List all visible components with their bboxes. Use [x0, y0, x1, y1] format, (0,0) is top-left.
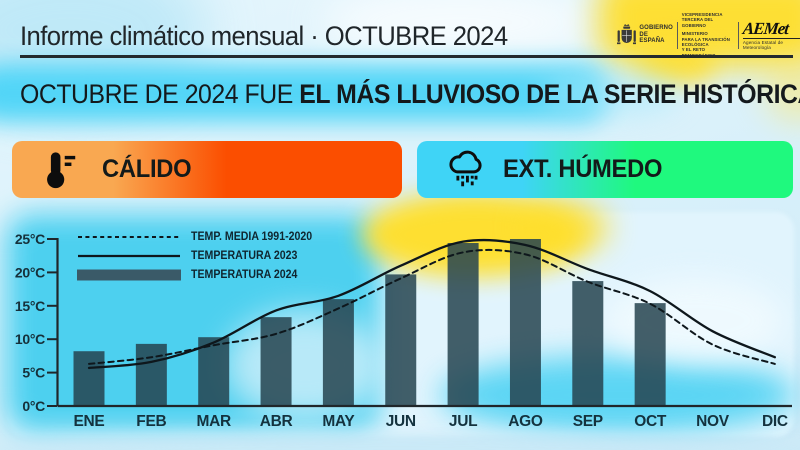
svg-text:JUL: JUL: [449, 413, 477, 430]
svg-text:0°C: 0°C: [22, 398, 45, 414]
ministry-line: PARA LA TRANSICIÓN ECOLÓGICA: [681, 36, 730, 47]
header-divider: [20, 55, 793, 58]
chart-legend: TEMP. MEDIA 1991-2020 TEMPERATURA 2023 T…: [76, 230, 323, 282]
spain-coat-of-arms-icon: [617, 24, 637, 45]
ministry-line: Y EL RETO DEMOGRÁFICO: [681, 47, 716, 58]
legend-label: TEMPERATURA 2023: [191, 250, 298, 262]
logo-divider: [676, 21, 678, 49]
ministry-line: TERCERA DEL GOBIERNO: [681, 17, 714, 28]
headline: OCTUBRE DE 2024 FUE EL MÁS LLUVIOSO DE L…: [20, 79, 800, 110]
gobierno-logo-text: GOBIERNO DE ESPAÑA: [639, 25, 672, 46]
institutional-logos: GOBIERNO DE ESPAÑA VICEPRESIDENCIA TERCE…: [617, 12, 800, 58]
legend-item-media: TEMP. MEDIA 1991-2020: [76, 230, 323, 244]
temperature-2023-line: [87, 238, 776, 370]
svg-text:SEP: SEP: [573, 413, 603, 430]
bar-sample-icon: [77, 269, 181, 281]
svg-text:10°C: 10°C: [15, 331, 45, 347]
headline-bold: EL MÁS LLUVIOSO DE LA SERIE HISTÓRICA: [299, 79, 800, 109]
wet-badge-label: EXT. HÚMEDO: [503, 155, 663, 183]
svg-text:NOV: NOV: [696, 413, 730, 430]
svg-text:FEB: FEB: [136, 413, 166, 430]
warm-badge: CÁLIDO: [12, 141, 402, 198]
ministry-logo-text: VICEPRESIDENCIA TERCERA DEL GOBIERNO MIN…: [682, 12, 734, 58]
ministry-line: VICEPRESIDENCIA: [681, 12, 723, 18]
aemet-logo-subtext: Agencia Estatal de Meteorología: [742, 38, 800, 50]
headline-normal: OCTUBRE DE 2024 FUE: [20, 79, 300, 109]
dashed-line-sample-icon: [78, 236, 180, 238]
wet-badge: EXT. HÚMEDO: [417, 141, 793, 198]
gobierno-line2: DE ESPAÑA: [639, 31, 665, 45]
aemet-logo-text: AEMet: [741, 18, 789, 38]
svg-text:ABR: ABR: [260, 413, 293, 430]
legend-label: TEMP. MEDIA 1991-2020: [191, 231, 313, 243]
svg-text:JUN: JUN: [386, 413, 416, 430]
svg-text:MAR: MAR: [196, 413, 231, 430]
svg-text:ENE: ENE: [74, 413, 105, 430]
svg-text:OCT: OCT: [634, 413, 667, 430]
rain-cloud-icon: [449, 150, 482, 186]
svg-text:DIC: DIC: [762, 413, 788, 430]
legend-item-2024: TEMPERATURA 2024: [76, 268, 323, 282]
svg-text:20°C: 20°C: [15, 264, 45, 280]
chart-axes: 0°C 5°C 10°C 15°C 20°C 25°C: [15, 231, 792, 414]
temperature-2024-bars: [73, 239, 666, 406]
legend-label: TEMPERATURA 2024: [191, 269, 298, 281]
thermometer-icon: [47, 151, 76, 188]
solid-line-sample-icon: [78, 254, 180, 258]
svg-text:MAY: MAY: [322, 413, 355, 430]
legend-item-2023: TEMPERATURA 2023: [76, 249, 323, 263]
svg-text:25°C: 25°C: [15, 231, 45, 247]
svg-text:15°C: 15°C: [15, 298, 45, 314]
warm-badge-label: CÁLIDO: [102, 155, 192, 183]
aemet-logo: AEMet Agencia Estatal de Meteorología: [741, 18, 800, 50]
svg-text:AGO: AGO: [508, 413, 543, 430]
media-1991-2020-line: [88, 248, 776, 365]
ministry-line: MINISTERIO: [681, 31, 708, 37]
gobierno-line1: GOBIERNO: [639, 24, 673, 31]
logo-divider: [738, 21, 739, 49]
month-labels: ENE FEB MAR ABR MAY JUN JUL AGO SEP OCT NOV DIC: [74, 413, 789, 430]
page-title: Informe climático mensual · OCTUBRE 2024: [20, 21, 508, 51]
svg-text:5°C: 5°C: [22, 365, 45, 381]
temperature-chart: 0°C 5°C 10°C 15°C 20°C 25°C ENE FEB MAR ABR MAY JUN…: [15, 231, 792, 430]
